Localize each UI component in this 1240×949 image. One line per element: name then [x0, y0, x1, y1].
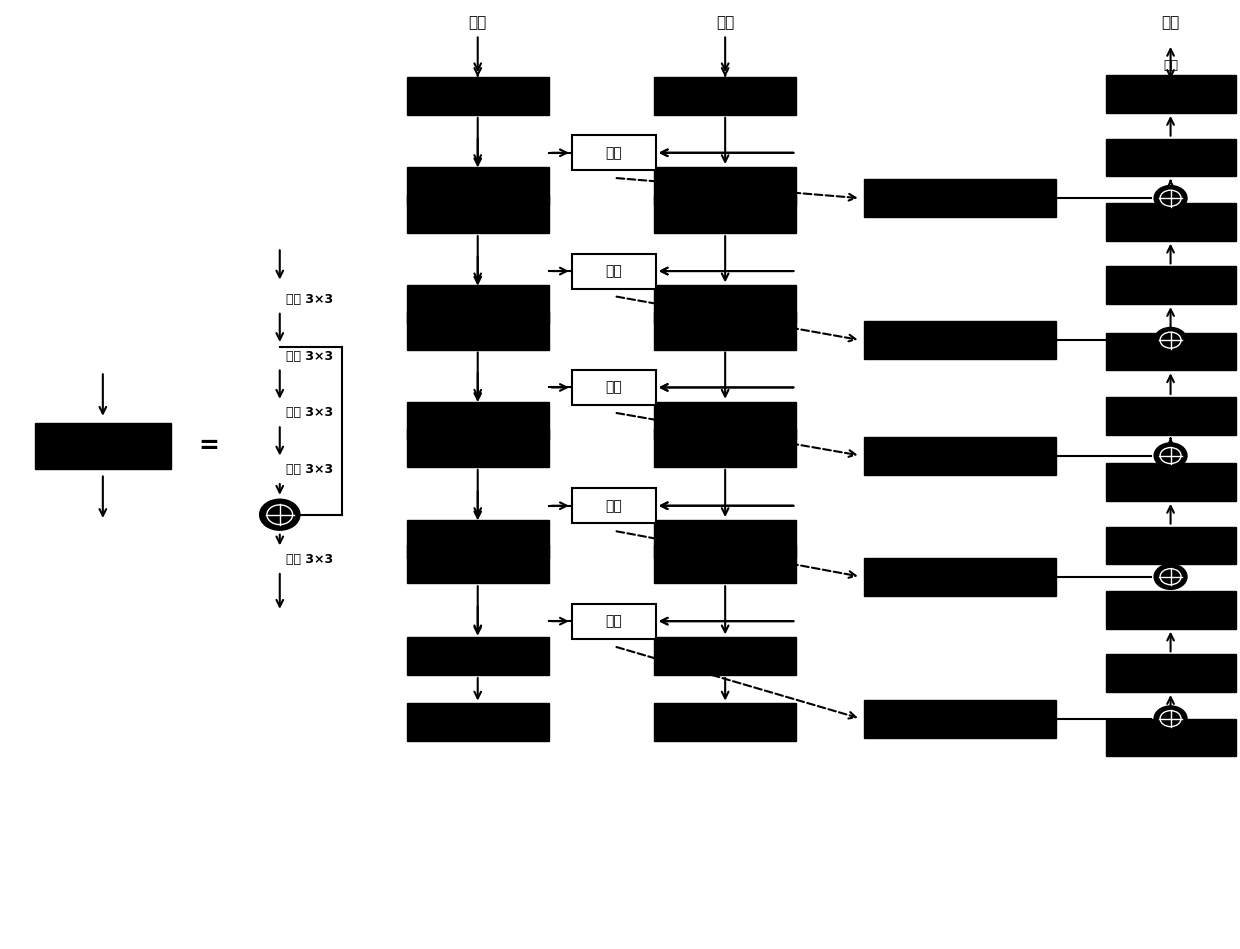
Bar — [407, 312, 549, 349]
Bar — [572, 604, 656, 639]
Bar — [653, 312, 796, 349]
Bar — [864, 699, 1056, 737]
Bar — [864, 321, 1056, 359]
Bar — [407, 429, 549, 467]
Bar — [407, 520, 549, 558]
Bar — [407, 167, 549, 205]
Bar — [1106, 203, 1235, 241]
Bar — [1106, 139, 1235, 177]
Bar — [864, 558, 1056, 596]
Circle shape — [1154, 565, 1187, 589]
Bar — [1106, 332, 1235, 370]
Bar — [653, 77, 796, 115]
Bar — [653, 429, 796, 467]
Bar — [653, 520, 796, 558]
Bar — [653, 703, 796, 741]
Circle shape — [1154, 443, 1187, 468]
Bar — [1106, 267, 1235, 305]
Bar — [1106, 591, 1235, 629]
Text: 卷积 3×3: 卷积 3×3 — [286, 553, 334, 567]
Text: 输入: 输入 — [715, 14, 734, 29]
Text: 堆叠: 堆叠 — [605, 264, 622, 278]
Circle shape — [1154, 706, 1187, 731]
Bar — [653, 195, 796, 233]
Bar — [1106, 654, 1235, 692]
Text: 堆叠: 堆叠 — [605, 146, 622, 159]
Bar — [407, 703, 549, 741]
Text: 卷积 3×3: 卷积 3×3 — [286, 350, 334, 363]
Bar — [407, 77, 549, 115]
Bar — [407, 286, 549, 323]
Text: 卷积: 卷积 — [1163, 59, 1178, 72]
Bar — [864, 437, 1056, 474]
Circle shape — [1154, 327, 1187, 352]
Text: 卷积 3×3: 卷积 3×3 — [286, 406, 334, 419]
Bar — [572, 370, 656, 405]
Bar — [653, 637, 796, 675]
Bar — [1106, 75, 1235, 113]
Bar — [653, 167, 796, 205]
Text: 卷积 3×3: 卷积 3×3 — [286, 293, 334, 306]
Bar — [407, 546, 549, 584]
Bar — [572, 488, 656, 523]
Bar — [653, 286, 796, 323]
Bar — [653, 546, 796, 584]
Bar — [572, 253, 656, 288]
Bar — [407, 637, 549, 675]
Text: 堆叠: 堆叠 — [605, 381, 622, 395]
Circle shape — [260, 499, 300, 530]
Text: 输出: 输出 — [1162, 14, 1179, 29]
Bar — [653, 401, 796, 439]
Text: 堆叠: 堆叠 — [605, 499, 622, 512]
Bar — [1106, 527, 1235, 565]
Text: =: = — [198, 434, 219, 458]
Circle shape — [1154, 186, 1187, 211]
Bar — [35, 423, 171, 469]
Text: 卷积 3×3: 卷积 3×3 — [286, 463, 334, 476]
Bar — [864, 179, 1056, 217]
Text: 输入: 输入 — [469, 14, 487, 29]
Bar — [407, 195, 549, 233]
Bar — [1106, 718, 1235, 756]
Bar — [1106, 397, 1235, 435]
Bar — [1106, 463, 1235, 501]
Bar — [572, 136, 656, 170]
Text: 堆叠: 堆叠 — [605, 614, 622, 628]
Bar — [407, 401, 549, 439]
